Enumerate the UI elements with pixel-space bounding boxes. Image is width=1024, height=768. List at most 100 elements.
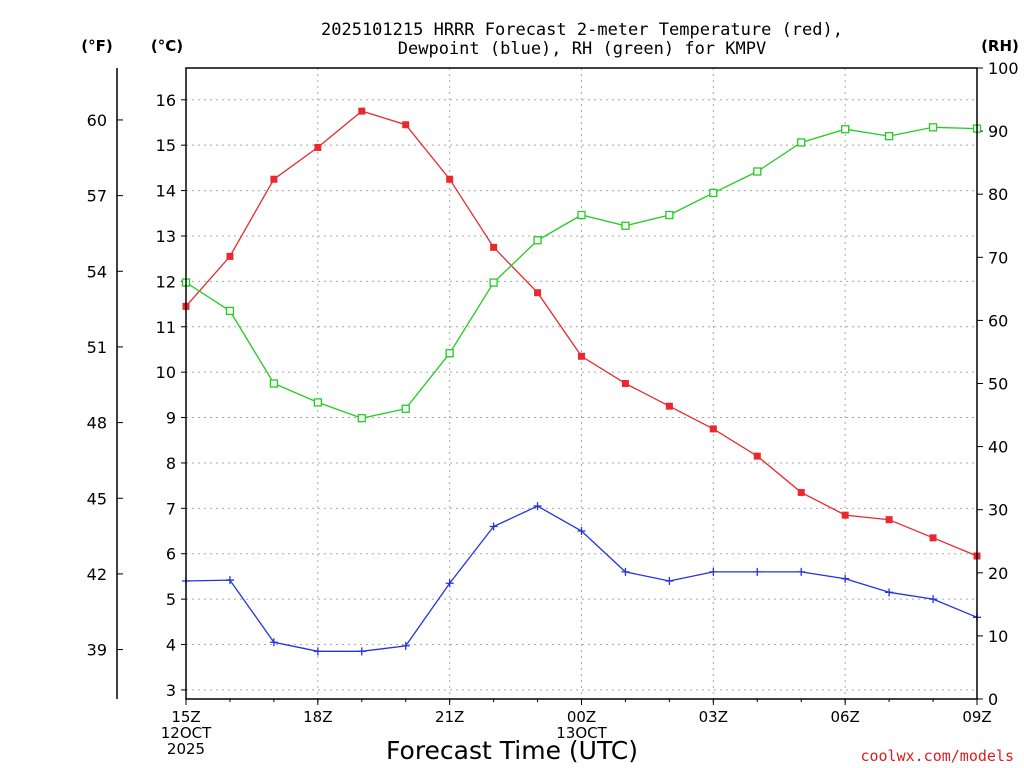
temperature-point bbox=[797, 488, 805, 496]
series-dewpoint bbox=[182, 502, 981, 656]
dewpoint-point bbox=[929, 595, 938, 604]
x-tick-label: 03Z bbox=[699, 708, 728, 726]
rh-point bbox=[489, 278, 498, 287]
rh-point bbox=[313, 398, 322, 407]
temperature-point bbox=[270, 175, 278, 183]
celsius-tick-label: 3 bbox=[166, 681, 176, 700]
dewpoint-point bbox=[225, 576, 234, 585]
dewpoint-point bbox=[401, 641, 410, 650]
series-layer bbox=[181, 107, 982, 656]
temperature-point bbox=[929, 534, 937, 542]
x-tick-label: 12OCT bbox=[161, 724, 212, 742]
temperature-point bbox=[665, 402, 673, 410]
rh-point bbox=[709, 188, 718, 198]
celsius-tick-label: 13 bbox=[156, 227, 176, 246]
rh-point bbox=[621, 221, 630, 230]
rh-tick-label: 80 bbox=[988, 185, 1008, 204]
celsius-tick-label: 9 bbox=[166, 409, 176, 428]
x-tick-label: 18Z bbox=[303, 708, 332, 726]
temperature-point bbox=[358, 107, 366, 115]
x-tick-label: 2025 bbox=[167, 740, 205, 758]
temperature-point bbox=[534, 289, 542, 297]
celsius-tick-label: 5 bbox=[166, 590, 176, 609]
temperature-point bbox=[226, 252, 234, 260]
x-tick-label: 09Z bbox=[962, 708, 991, 726]
fahrenheit-tick-label: 48 bbox=[87, 414, 107, 433]
chart-title: 2025101215 HRRR Forecast 2-meter Tempera… bbox=[321, 20, 843, 40]
fahrenheit-tick-label: 57 bbox=[87, 187, 107, 206]
rh-tick-label: 60 bbox=[988, 311, 1008, 330]
rh-axis: 0 10 20 30 40 50 60 70 80 90 100 bbox=[977, 59, 1019, 709]
rh-point bbox=[401, 404, 410, 413]
celsius-tick-label: 11 bbox=[156, 318, 176, 337]
dewpoint-point bbox=[489, 522, 498, 531]
rh-tick-label: 100 bbox=[988, 59, 1019, 78]
x-tick-label: 00Z bbox=[567, 708, 596, 726]
rh-point bbox=[753, 167, 762, 176]
rh-tick-label: 50 bbox=[988, 375, 1008, 394]
x-tick-label: 13OCT bbox=[556, 724, 607, 742]
grid bbox=[186, 68, 977, 699]
celsius-tick-label: 8 bbox=[166, 454, 176, 473]
dewpoint-point bbox=[313, 647, 322, 656]
temperature-point bbox=[709, 425, 717, 433]
temperature-point bbox=[841, 511, 849, 519]
rh-point bbox=[357, 414, 366, 423]
dewpoint-point bbox=[621, 567, 630, 576]
rh-tick-label: 30 bbox=[988, 501, 1008, 520]
temperature-point bbox=[753, 452, 761, 460]
x-tick-label: 06Z bbox=[830, 708, 859, 726]
celsius-unit-label: (°C) bbox=[151, 37, 183, 55]
fahrenheit-tick-label: 60 bbox=[87, 111, 107, 130]
dewpoint-point bbox=[797, 567, 806, 576]
dewpoint-point bbox=[665, 576, 674, 585]
rh-point bbox=[665, 210, 674, 220]
rh-point bbox=[797, 138, 806, 147]
chart-subtitle: Dewpoint (blue), RH (green) for KMPV bbox=[398, 39, 766, 59]
temperature-point bbox=[578, 352, 585, 360]
rh-point bbox=[884, 131, 894, 141]
dewpoint-point bbox=[577, 527, 586, 536]
x-axis-title: Forecast Time (UTC) bbox=[386, 736, 638, 765]
dewpoint-point bbox=[841, 574, 850, 583]
rh-point bbox=[841, 125, 850, 134]
fahrenheit-tick-label: 45 bbox=[87, 489, 107, 508]
celsius-tick-label: 4 bbox=[166, 636, 176, 655]
celsius-tick-label: 10 bbox=[156, 363, 176, 382]
rh-point bbox=[533, 236, 542, 245]
dewpoint-point bbox=[885, 588, 894, 597]
dewpoint-point bbox=[709, 567, 718, 576]
rh-point bbox=[445, 349, 454, 358]
fahrenheit-unit-label: (°F) bbox=[81, 37, 112, 55]
celsius-tick-label: 6 bbox=[166, 545, 176, 564]
fahrenheit-tick-label: 39 bbox=[87, 641, 107, 660]
dewpoint-point bbox=[357, 647, 366, 656]
rh-point bbox=[269, 379, 279, 388]
temperature-point bbox=[402, 121, 410, 129]
celsius-tick-label: 7 bbox=[166, 499, 176, 518]
fahrenheit-tick-label: 51 bbox=[87, 338, 107, 357]
celsius-tick-label: 12 bbox=[156, 272, 176, 291]
celsius-tick-label: 16 bbox=[156, 91, 176, 110]
temperature-point bbox=[490, 243, 498, 251]
dewpoint-point bbox=[753, 567, 762, 576]
rh-tick-label: 10 bbox=[988, 627, 1008, 646]
celsius-tick-label: 15 bbox=[156, 136, 176, 155]
temperature-point bbox=[446, 175, 454, 183]
rh-tick-label: 20 bbox=[988, 564, 1008, 583]
temperature-point bbox=[885, 516, 893, 524]
dewpoint-point bbox=[445, 579, 454, 588]
rh-tick-label: 90 bbox=[988, 122, 1008, 141]
series-rh bbox=[181, 123, 982, 423]
temperature-point bbox=[314, 143, 322, 151]
celsius-axis: 3 4 5 6 7 8 9 10 11 12 13 14 15 16 bbox=[156, 91, 186, 700]
temperature-point bbox=[621, 380, 629, 387]
rh-tick-label: 0 bbox=[988, 690, 998, 709]
rh-tick-label: 70 bbox=[988, 248, 1008, 267]
rh-point bbox=[225, 306, 235, 316]
credit-text: coolwx.com/models bbox=[860, 747, 1014, 765]
dewpoint-point bbox=[533, 502, 542, 511]
rh-point bbox=[928, 123, 938, 132]
fahrenheit-axis: 39 42 45 48 51 54 57 60 bbox=[87, 68, 123, 699]
